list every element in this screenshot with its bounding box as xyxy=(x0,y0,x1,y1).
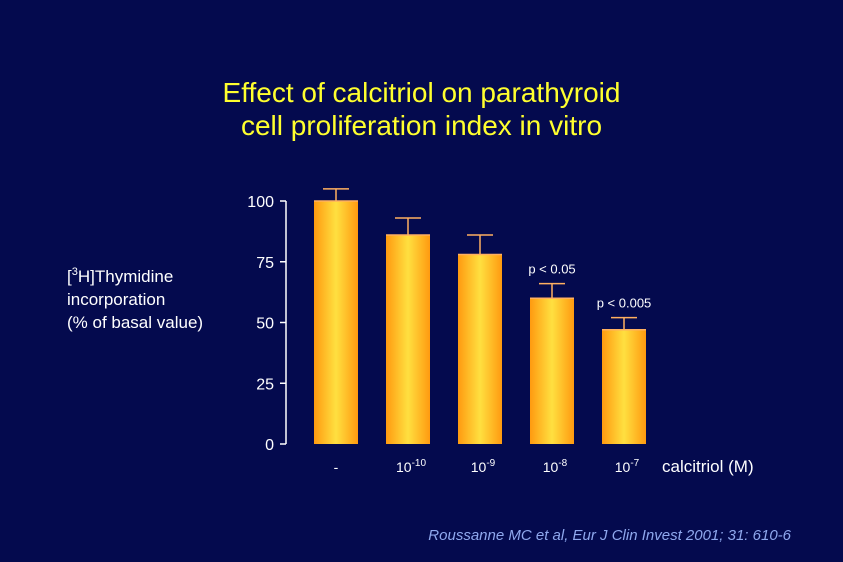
y-label-superscript: 3 xyxy=(71,266,78,278)
y-label-prefix: [ xyxy=(67,267,72,286)
y-label-line-1-rest: H]Thymidine xyxy=(77,267,174,286)
y-tick-label: 50 xyxy=(256,316,274,333)
x-tick-label: 10-9 xyxy=(471,458,496,475)
bar xyxy=(458,254,502,444)
y-axis-label-line-2: incorporation xyxy=(67,290,166,309)
y-axis-label: [3H]Thymidine incorporation (% of basal … xyxy=(67,265,203,334)
x-axis-label: calcitriol (M) xyxy=(662,457,754,476)
chart-title: Effect of calcitriol on parathyroid cell… xyxy=(0,76,843,142)
y-tick-label: 75 xyxy=(256,255,274,272)
significance-label: p < 0.005 xyxy=(597,296,652,311)
significance-label: p < 0.05 xyxy=(528,262,575,277)
bar xyxy=(530,298,574,444)
bar xyxy=(602,329,646,444)
y-axis-label-line-3: (% of basal value) xyxy=(67,313,204,332)
x-tick-label: 10-7 xyxy=(615,458,640,475)
y-tick-label: 100 xyxy=(247,194,274,211)
x-tick-label: - xyxy=(334,459,339,475)
citation: Roussanne MC et al, Eur J Clin Invest 20… xyxy=(428,527,791,544)
title-line-1: Effect of calcitriol on parathyroid xyxy=(222,77,621,108)
x-tick-label: 10-8 xyxy=(543,458,568,475)
y-axis-label-line-1: [3H]Thymidine xyxy=(67,265,203,288)
bar xyxy=(386,235,430,444)
y-tick-label: 25 xyxy=(256,376,274,393)
y-tick-label: 0 xyxy=(265,437,274,454)
title-line-2: cell proliferation index in vitro xyxy=(240,110,603,141)
bar xyxy=(314,201,358,444)
x-tick-label: 10-10 xyxy=(396,458,426,475)
